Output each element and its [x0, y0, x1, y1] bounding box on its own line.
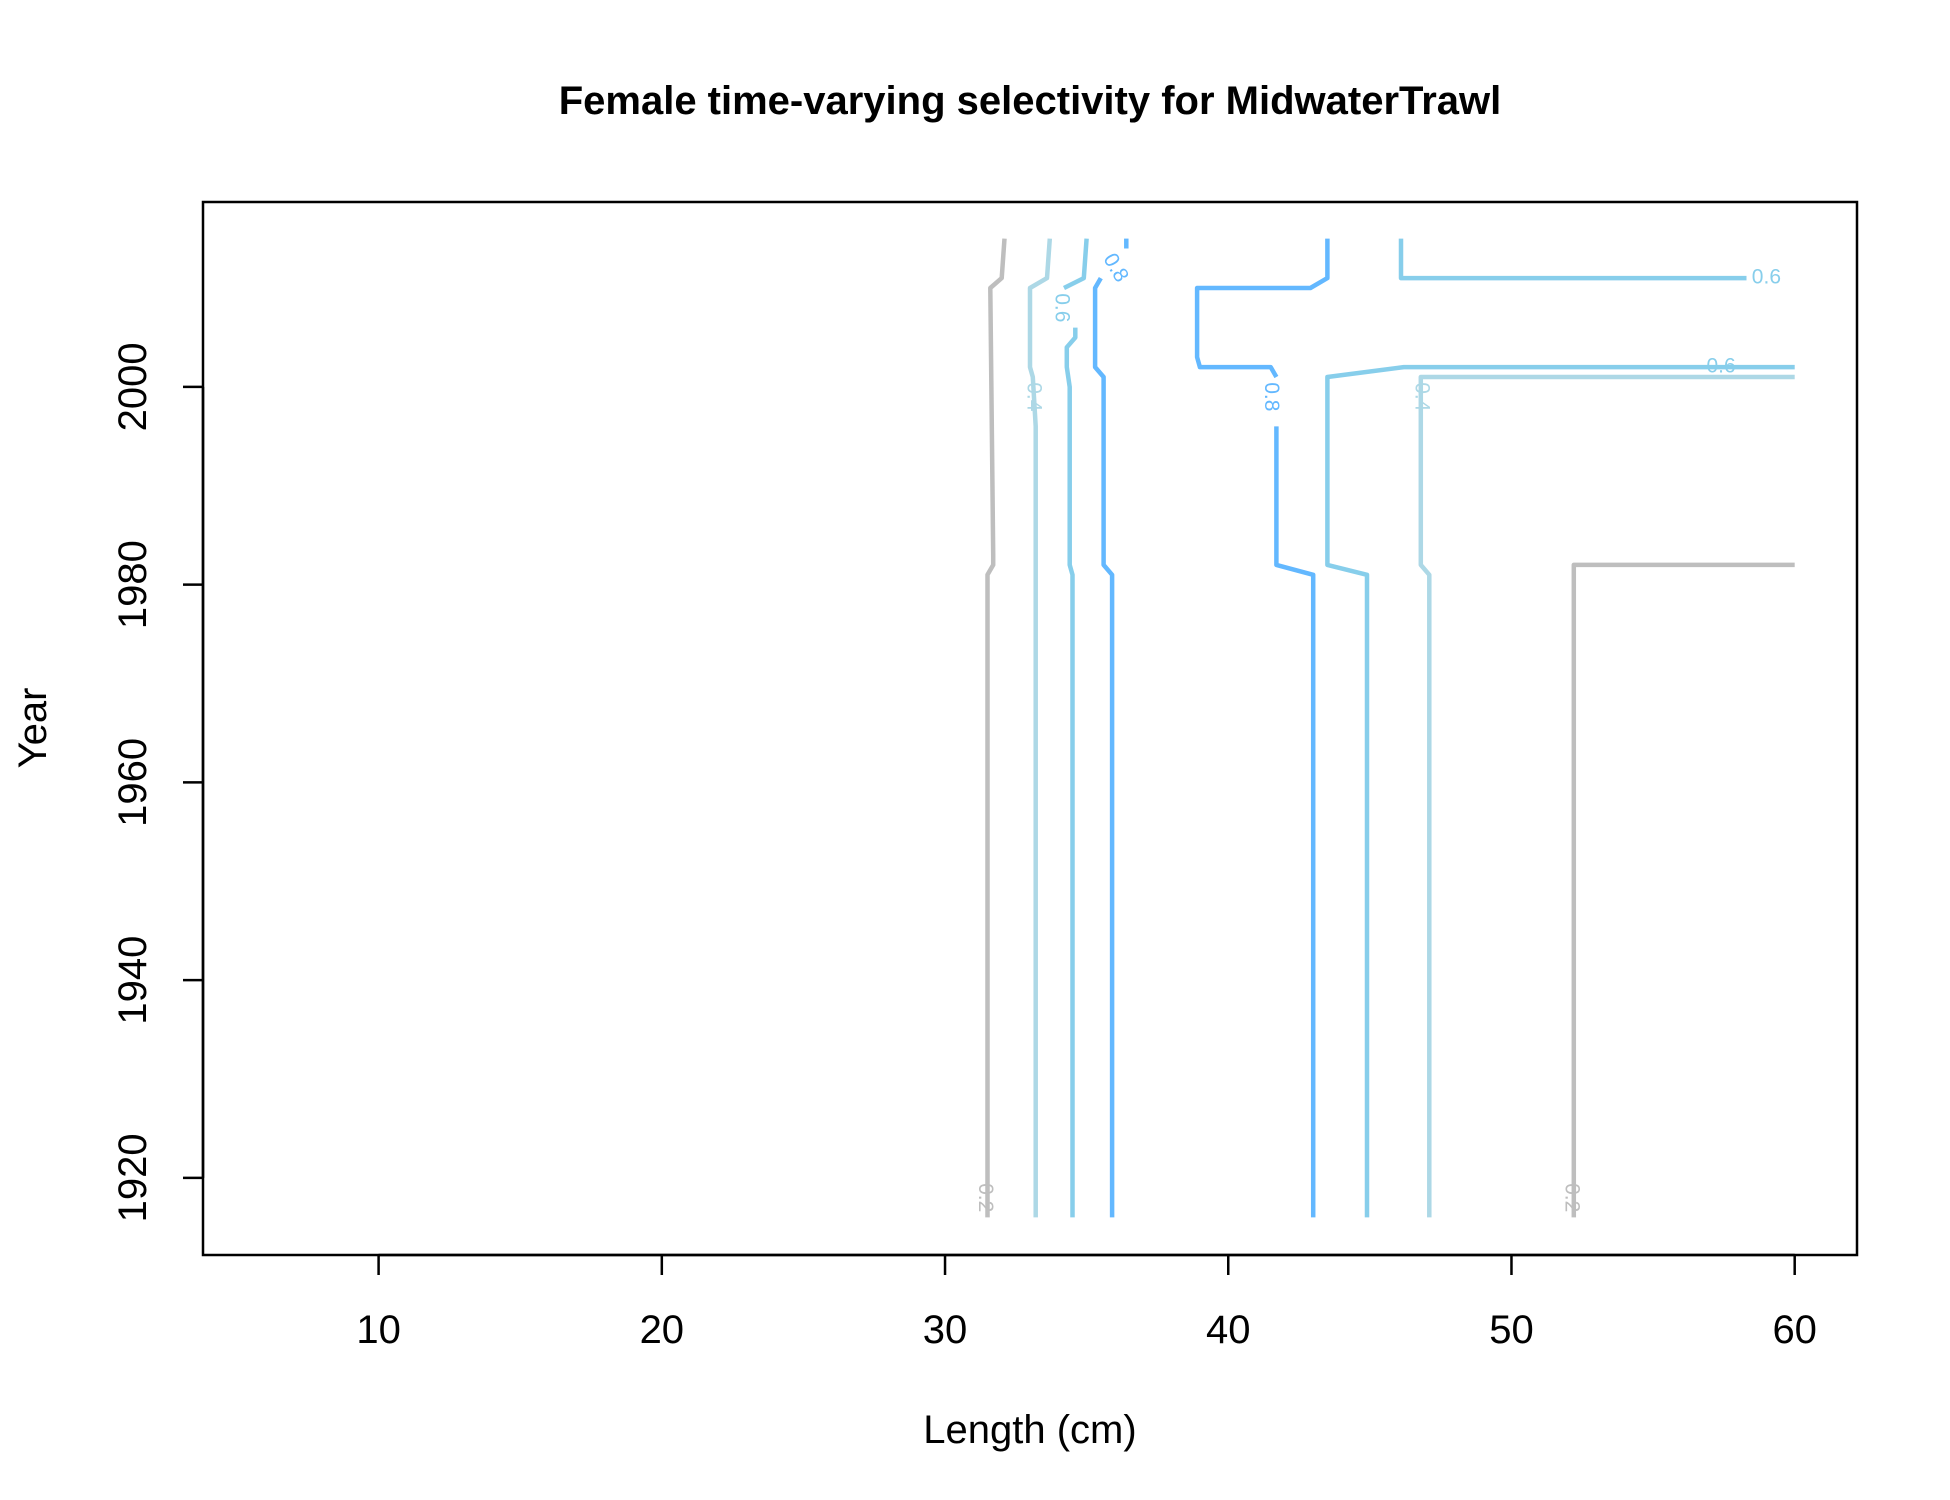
contour-line-0.8 — [1274, 426, 1316, 1218]
contour-line-0.2 — [985, 238, 1007, 1218]
contour-line-0.8 — [1194, 238, 1330, 379]
contour-label: 0.2 — [974, 1183, 997, 1212]
x-axis-title: Length (cm) — [923, 1408, 1136, 1452]
contour-label: 0.6 — [1752, 266, 1781, 289]
y-tick-label: 2000 — [111, 342, 155, 431]
x-axis: 10 20 30 40 50 60 — [356, 1253, 1817, 1352]
x-tick-label: 60 — [1772, 1308, 1817, 1352]
contour-line-0.8 — [1092, 276, 1115, 1218]
contour-lines — [985, 238, 1795, 1218]
contour-label: 0.8 — [1099, 249, 1134, 286]
contour-line-0.6 — [1062, 238, 1089, 291]
contour-line-0.6 — [1325, 364, 1795, 1218]
contour-line-0.4 — [1027, 238, 1053, 1218]
contour-label: 0.4 — [1022, 382, 1045, 412]
y-axis: 1920 1940 1960 1980 2000 — [111, 342, 205, 1222]
contour-line-0.6 — [1398, 238, 1747, 281]
x-tick-label: 50 — [1489, 1308, 1534, 1352]
y-axis-title: Year — [11, 688, 55, 769]
contour-label: 0.6 — [1051, 293, 1074, 322]
chart-title: Female time-varying selectivity for Midw… — [559, 79, 1502, 123]
y-tick-label: 1920 — [111, 1133, 155, 1222]
x-tick-label: 20 — [640, 1308, 685, 1352]
contour-label: 0.6 — [1706, 355, 1735, 378]
x-tick-label: 40 — [1206, 1308, 1251, 1352]
y-tick-label: 1940 — [111, 936, 155, 1025]
y-tick-label: 1980 — [111, 540, 155, 629]
contour-line-0.6 — [1064, 327, 1078, 1218]
contour-line-0.4 — [1418, 374, 1795, 1218]
contour-line-0.2 — [1571, 562, 1795, 1218]
x-tick-label: 30 — [923, 1308, 968, 1352]
contour-label: 0.8 — [1260, 382, 1283, 411]
contour-label: 0.4 — [1410, 382, 1433, 412]
contour-labels: 0.2 0.2 0.4 0.4 0.6 0.6 0.6 0.8 0.8 — [974, 249, 1781, 1212]
y-tick-label: 1960 — [111, 738, 155, 827]
contour-label: 0.2 — [1560, 1183, 1583, 1212]
x-tick-label: 10 — [356, 1308, 401, 1352]
